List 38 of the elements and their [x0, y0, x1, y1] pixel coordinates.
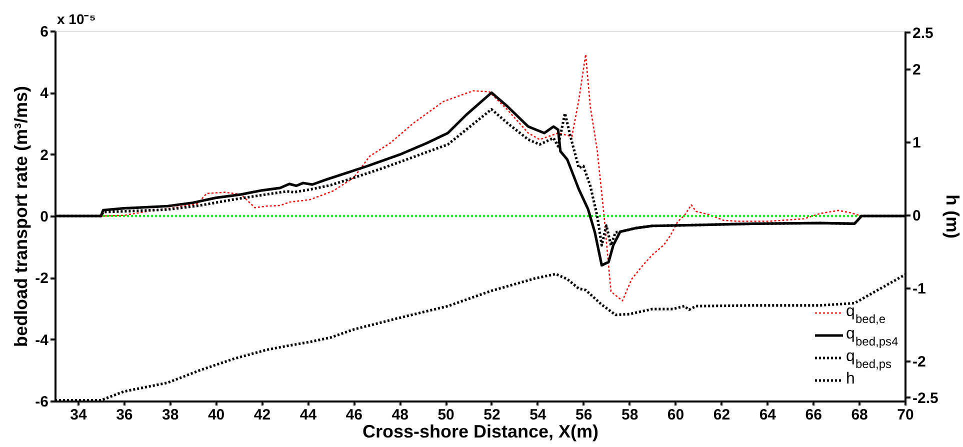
x-tick-label: 34 [70, 406, 88, 424]
y2-tick-label: 0 [912, 207, 921, 224]
x-tick-label: 40 [208, 406, 225, 424]
y2-axis-title: h (m) [942, 194, 962, 238]
x-tick-label: 62 [713, 406, 730, 424]
y2-tick-label: -2.5 [912, 390, 938, 407]
x-tick-label: 42 [254, 406, 271, 424]
y2-tick-label: -2 [912, 353, 926, 370]
y-tick-label: -6 [35, 394, 48, 410]
x-tick-label: 52 [484, 406, 500, 424]
y-tick-label: -4 [35, 332, 50, 349]
x-tick-label: 46 [346, 406, 362, 424]
x-tick-label: 58 [621, 406, 638, 424]
x-tick-label: 50 [438, 406, 454, 424]
x-tick-label: 66 [805, 406, 822, 424]
y-tick-label: 6 [40, 24, 48, 40]
x-tick-label: 38 [162, 406, 179, 424]
y2-tick-label: 2.5 [912, 24, 934, 42]
x-tick-label: 56 [576, 406, 592, 424]
x-tick-label: 54 [530, 406, 547, 424]
x-tick-label: 70 [897, 406, 914, 424]
y2-tick-label: -1 [912, 280, 926, 298]
legend-label: h [846, 370, 855, 388]
y-tick-label: 0 [40, 208, 48, 226]
y-tick-label: -2 [35, 270, 48, 288]
x-tick-label: 68 [851, 406, 868, 424]
y2-tick-label: 1 [912, 134, 921, 152]
x-tick-label: 36 [116, 406, 133, 424]
y2-tick-label: 2 [912, 61, 921, 78]
x-tick-label: 60 [667, 406, 684, 424]
x-tick-label: 64 [759, 406, 777, 424]
x-tick-label: 48 [392, 406, 408, 424]
y-axis-title: bedload transport rate (m³/ms) [11, 86, 32, 348]
text: x 10⁻⁵ [57, 11, 96, 27]
x-tick-label: 44 [300, 406, 318, 424]
y-tick-label: 2 [40, 146, 48, 164]
y-tick-label: 4 [40, 85, 50, 102]
x-axis-title: Cross-shore Distance, X(m) [362, 422, 599, 442]
